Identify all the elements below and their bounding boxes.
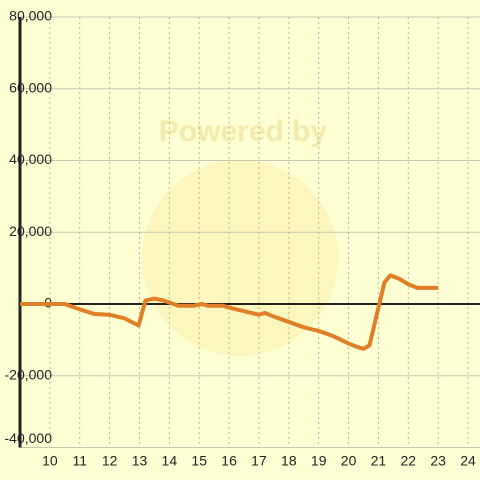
line (20, 273, 439, 351)
y-tick-label: 20,000 (9, 223, 52, 239)
y-tick-label: 40,000 (9, 151, 52, 167)
x-tick-label: 14 (162, 453, 178, 469)
x-tick-label: 23 (430, 453, 446, 469)
y-tick-label: -20,000 (5, 366, 53, 382)
x-tick-label: 11 (72, 453, 87, 469)
x-tick-label: 18 (281, 453, 297, 469)
x-tick-label: 16 (221, 453, 237, 469)
x-tick-label: 10 (42, 453, 58, 469)
x-tick-label: 21 (371, 453, 387, 469)
x-tick-label: 24 (460, 453, 476, 469)
x-tick-label: 15 (191, 453, 207, 469)
x-tick-label: 17 (251, 453, 267, 469)
x-tick-label: 12 (102, 453, 118, 469)
x-tick-label: 22 (401, 453, 417, 469)
x-tick-label: 19 (311, 453, 327, 469)
y-tick-label: 80,000 (9, 8, 52, 24)
watermark: Powered by (159, 115, 328, 148)
x-tick-label: 20 (341, 453, 357, 469)
y-tick-label: 60,000 (9, 79, 52, 95)
x-tick-label: 13 (132, 453, 148, 469)
y-tick-label: -40,000 (5, 430, 53, 446)
